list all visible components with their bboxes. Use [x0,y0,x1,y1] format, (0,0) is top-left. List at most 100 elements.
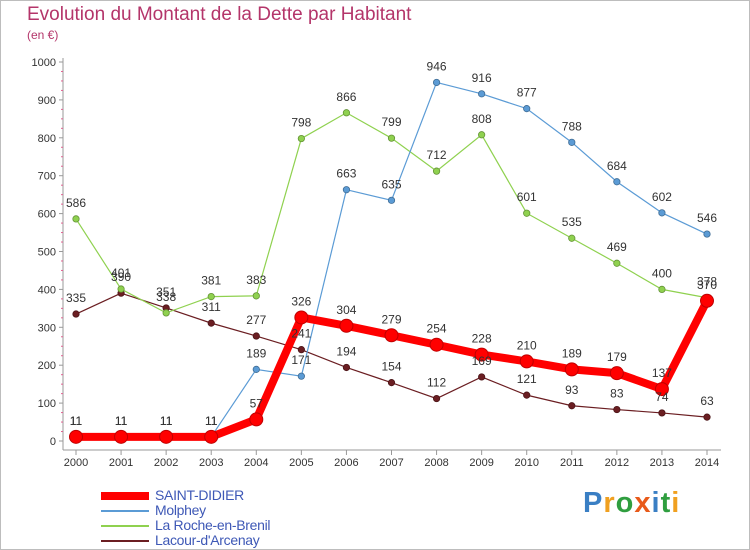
series-point [162,309,170,317]
series-point [387,196,396,204]
data-label: 338 [156,290,176,304]
x-tick-label: 2006 [334,457,358,469]
series-point [703,230,711,238]
data-label: 311 [202,300,221,314]
data-label: 57 [250,396,264,410]
series-point [568,138,576,146]
data-label: 635 [381,177,401,191]
series-point [114,429,129,444]
series-point [342,186,351,194]
x-tick-label: 2009 [469,457,493,469]
x-tick-label: 2007 [379,457,403,469]
series-point [703,413,711,421]
data-label: 383 [246,273,266,287]
data-label: 808 [472,112,492,126]
legend-swatch [101,510,149,512]
series-point [252,332,260,340]
y-tick-label: 400 [38,284,56,296]
series-point [339,318,354,333]
data-label: 351 [156,285,176,299]
series-point [297,134,305,143]
series-point [523,391,531,399]
series-point [658,409,666,417]
y-tick-label: 500 [38,247,56,259]
data-label: 171 [291,353,311,367]
series-point [72,310,80,318]
series-point [654,382,669,397]
series-point [249,412,264,427]
brand-logo: Proxiti [583,487,681,519]
series-point [700,293,714,308]
data-label: 304 [336,303,356,317]
data-label: 798 [291,116,311,130]
data-label: 335 [66,291,86,305]
y-tick-label: 800 [38,133,56,145]
x-tick-label: 2014 [695,457,719,469]
legend-label: SAINT-DIDIER [155,487,244,503]
legend-swatch [101,525,149,527]
data-label: 11 [115,414,128,428]
data-label: 179 [607,350,627,364]
series-point [523,209,531,217]
data-label: 279 [381,312,401,326]
series-point [117,285,125,293]
data-label: 93 [565,383,579,397]
series-point [384,328,399,343]
y-tick-label: 100 [38,398,56,410]
data-label: 381 [201,274,221,288]
series-point [478,90,486,98]
data-label: 326 [291,294,311,308]
x-tick-label: 2000 [64,457,88,469]
data-label: 370 [697,278,717,292]
series-point [69,429,83,444]
data-label: 277 [246,313,266,327]
data-label: 400 [652,266,672,280]
series-point [252,292,260,300]
x-tick-label: 2008 [424,457,448,469]
data-label: 535 [562,215,582,229]
x-tick-label: 2005 [289,457,313,469]
series-point [252,365,260,373]
series-point [207,293,215,301]
data-label: 684 [607,159,627,173]
data-label: 189 [246,346,266,360]
y-tick-label: 300 [38,322,56,334]
data-label: 189 [562,346,582,360]
data-label: 169 [472,354,492,368]
data-label: 228 [472,332,492,346]
x-tick-label: 2004 [244,457,268,469]
data-label: 11 [205,414,218,428]
legend-swatch [101,540,149,542]
series-line [75,112,708,314]
data-label: 254 [427,322,447,336]
series-point [429,337,444,352]
series-point [568,234,576,242]
series-point [159,429,174,444]
y-tick-label: 0 [50,436,56,448]
data-label: 378 [697,275,717,289]
series-point [432,78,441,87]
x-tick-label: 2013 [650,457,674,469]
data-label: 601 [517,190,537,204]
series-point [564,362,579,377]
data-label: 788 [562,119,582,133]
data-label: 546 [697,211,717,225]
x-tick-label: 2003 [199,457,223,469]
data-label: 137 [652,366,672,380]
data-label: 11 [160,414,173,428]
chart-subtitle: (en €) [27,28,59,42]
data-label: 602 [652,190,672,204]
series-point [609,366,624,381]
y-tick-label: 900 [38,95,56,107]
x-tick-label: 2010 [514,457,538,469]
series-point [613,259,621,267]
data-label: 11 [70,414,83,428]
legend-swatch [101,492,149,500]
data-label: 11 [160,414,173,428]
data-label: 866 [336,90,356,104]
data-label: 241 [291,327,311,341]
legend-label: Lacour-d'Arcenay [155,532,260,548]
series-point [294,310,309,325]
